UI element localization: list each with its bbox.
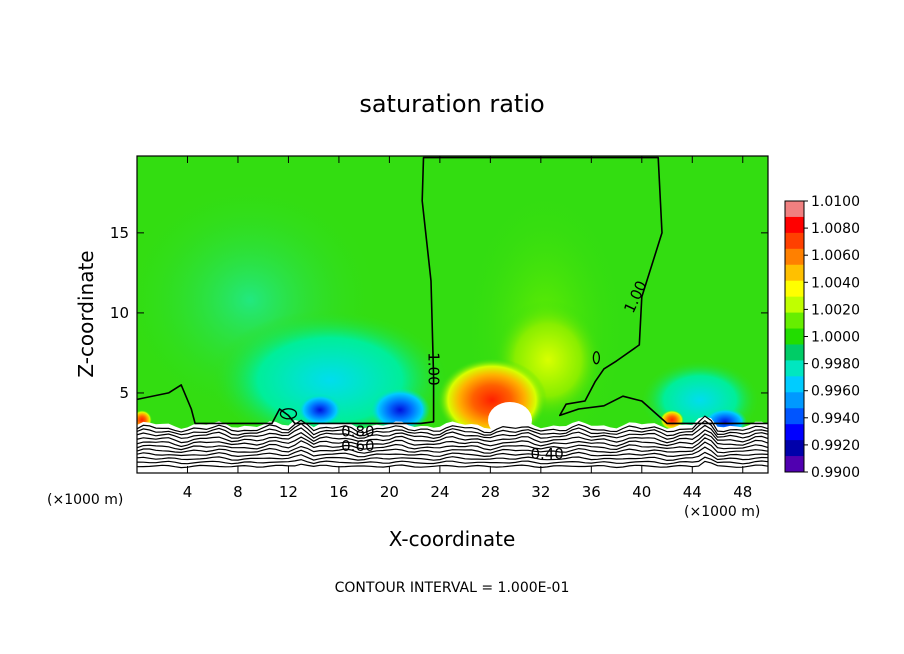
y-axis-label: Z-coordinate [74, 250, 98, 377]
colorbar-swatch [785, 424, 804, 441]
x-unit-label-left: (×1000 m) [47, 492, 123, 508]
contour-line-lower [137, 437, 768, 451]
contour-line-lower [137, 441, 768, 454]
colorbar-tick-label: 1.0080 [811, 221, 860, 237]
contour-line-lower [137, 456, 768, 465]
colorbar-swatch [785, 376, 804, 393]
x-tick-label: 16 [329, 483, 348, 501]
contour-interval-note: CONTOUR INTERVAL = 1.000E-01 [335, 580, 570, 596]
x-tick-label: 12 [279, 483, 298, 501]
contour-loop [279, 408, 298, 420]
x-tick-label: 40 [632, 483, 651, 501]
contour-line-lower [137, 429, 768, 444]
heatmap-region-blue-1 [370, 388, 430, 432]
y-axis-ticks: 5 10 15 [110, 224, 768, 402]
contour-line-lower [137, 446, 768, 458]
x-unit-label-right: (×1000 m) [684, 504, 760, 520]
colorbar-tick-label: 0.9960 [811, 384, 860, 400]
contour-line-lower [137, 433, 768, 448]
y-tick-label: 15 [110, 224, 129, 242]
colorbar-swatch [785, 408, 804, 425]
colorbar-swatch [785, 312, 804, 330]
colorbar-tick-label: 1.0100 [811, 194, 860, 210]
colorbar-swatch [785, 201, 804, 218]
colorbar-tick-label: 1.0020 [811, 302, 860, 318]
colorbar-tick-label: 1.0060 [811, 248, 860, 264]
contour-line-lower [137, 424, 768, 440]
colorbar-tick-label: 0.9920 [811, 438, 860, 454]
x-tick-label: 4 [183, 483, 193, 501]
contour-label: 0.80 [341, 422, 374, 440]
colorbar-swatch [785, 280, 804, 298]
colorbar-swatch [785, 296, 804, 314]
contour-line-lower [137, 451, 768, 462]
contour-line-lower [137, 415, 768, 434]
x-tick-label: 36 [582, 483, 601, 501]
plot-frame [136, 155, 769, 474]
colorbar-swatch [785, 392, 804, 409]
colorbar-tick-label: 0.9940 [811, 411, 860, 427]
x-tick-label: 28 [481, 483, 500, 501]
colorbar-swatch [785, 328, 804, 345]
x-tick-label: 44 [683, 483, 702, 501]
heatmap-region-red-small [660, 410, 684, 430]
contour-lines: 1.001.000.800.60 0.40 [137, 156, 768, 469]
heatmap-field: 1.001.000.800.60 0.40 [137, 156, 768, 473]
x-tick-label: 20 [380, 483, 399, 501]
contour-label: 0.40 [530, 445, 563, 463]
colorbar-swatch [785, 456, 804, 473]
x-tick-label: 48 [733, 483, 752, 501]
x-tick-label: 24 [430, 483, 449, 501]
contour-line-lower [137, 419, 768, 437]
colorbar-swatch [785, 264, 804, 282]
y-tick-label: 10 [110, 304, 129, 322]
colorbar: 1.0100 1.0080 1.0060 1.0040 1.0020 1.0000 0.99… [784, 194, 860, 481]
colorbar-swatch [785, 216, 804, 234]
colorbar-swatch [785, 360, 804, 377]
colorbar-tick-label: 1.0000 [811, 330, 860, 346]
contour-line-1-00 [137, 156, 768, 425]
contour-label: 0.60 [341, 437, 374, 455]
x-tick-label: 32 [531, 483, 550, 501]
colorbar-swatch [785, 248, 804, 266]
y-tick-label: 5 [119, 384, 129, 402]
x-tick-label: 8 [233, 483, 243, 501]
colorbar-tick-label: 0.9900 [811, 465, 860, 481]
contour-line-lower [137, 460, 768, 469]
contour-loop [592, 351, 601, 365]
colorbar-tick-label: 1.0040 [811, 275, 860, 291]
contour-label: 1.00 [425, 352, 443, 385]
x-axis-ticks: 4 8 12 16 20 24 28 32 36 40 44 48 [183, 156, 752, 501]
chart-title: saturation ratio [359, 90, 544, 118]
colorbar-tick-label: 0.9980 [811, 357, 860, 373]
x-axis-label: X-coordinate [389, 527, 516, 551]
colorbar-swatch [785, 344, 804, 361]
heatmap-region-blue-2 [298, 394, 342, 426]
colorbar-swatch [785, 232, 804, 250]
colorbar-swatch [785, 440, 804, 457]
